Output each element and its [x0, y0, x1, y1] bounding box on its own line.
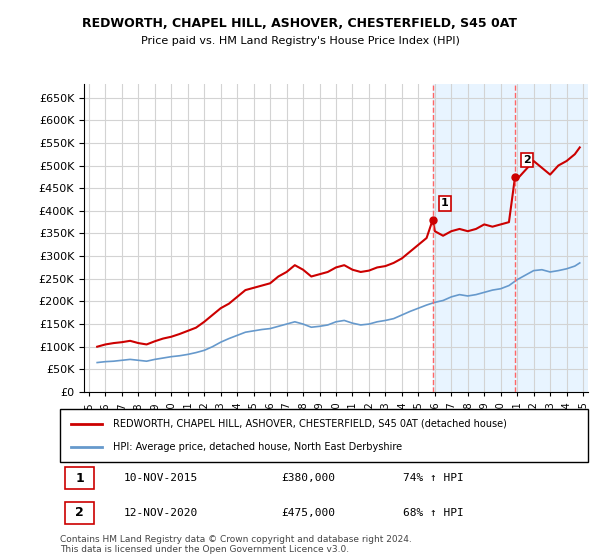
Text: Price paid vs. HM Land Registry's House Price Index (HPI): Price paid vs. HM Land Registry's House … — [140, 36, 460, 46]
FancyBboxPatch shape — [65, 467, 94, 489]
FancyBboxPatch shape — [65, 502, 94, 524]
Text: 12-NOV-2020: 12-NOV-2020 — [124, 508, 197, 518]
Text: 2: 2 — [523, 155, 531, 165]
Text: 2: 2 — [75, 506, 84, 519]
FancyBboxPatch shape — [60, 409, 588, 462]
Text: HPI: Average price, detached house, North East Derbyshire: HPI: Average price, detached house, Nort… — [113, 442, 402, 452]
Bar — [433, 84, 591, 392]
Text: £475,000: £475,000 — [282, 508, 336, 518]
Text: 68% ↑ HPI: 68% ↑ HPI — [403, 508, 464, 518]
Text: 74% ↑ HPI: 74% ↑ HPI — [403, 473, 464, 483]
Text: REDWORTH, CHAPEL HILL, ASHOVER, CHESTERFIELD, S45 0AT (detached house): REDWORTH, CHAPEL HILL, ASHOVER, CHESTERF… — [113, 419, 506, 429]
Text: 10-NOV-2015: 10-NOV-2015 — [124, 473, 197, 483]
Text: REDWORTH, CHAPEL HILL, ASHOVER, CHESTERFIELD, S45 0AT: REDWORTH, CHAPEL HILL, ASHOVER, CHESTERF… — [83, 17, 517, 30]
Text: 1: 1 — [75, 472, 84, 485]
Text: 1: 1 — [441, 198, 449, 208]
Text: Contains HM Land Registry data © Crown copyright and database right 2024.
This d: Contains HM Land Registry data © Crown c… — [60, 535, 412, 554]
Text: £380,000: £380,000 — [282, 473, 336, 483]
